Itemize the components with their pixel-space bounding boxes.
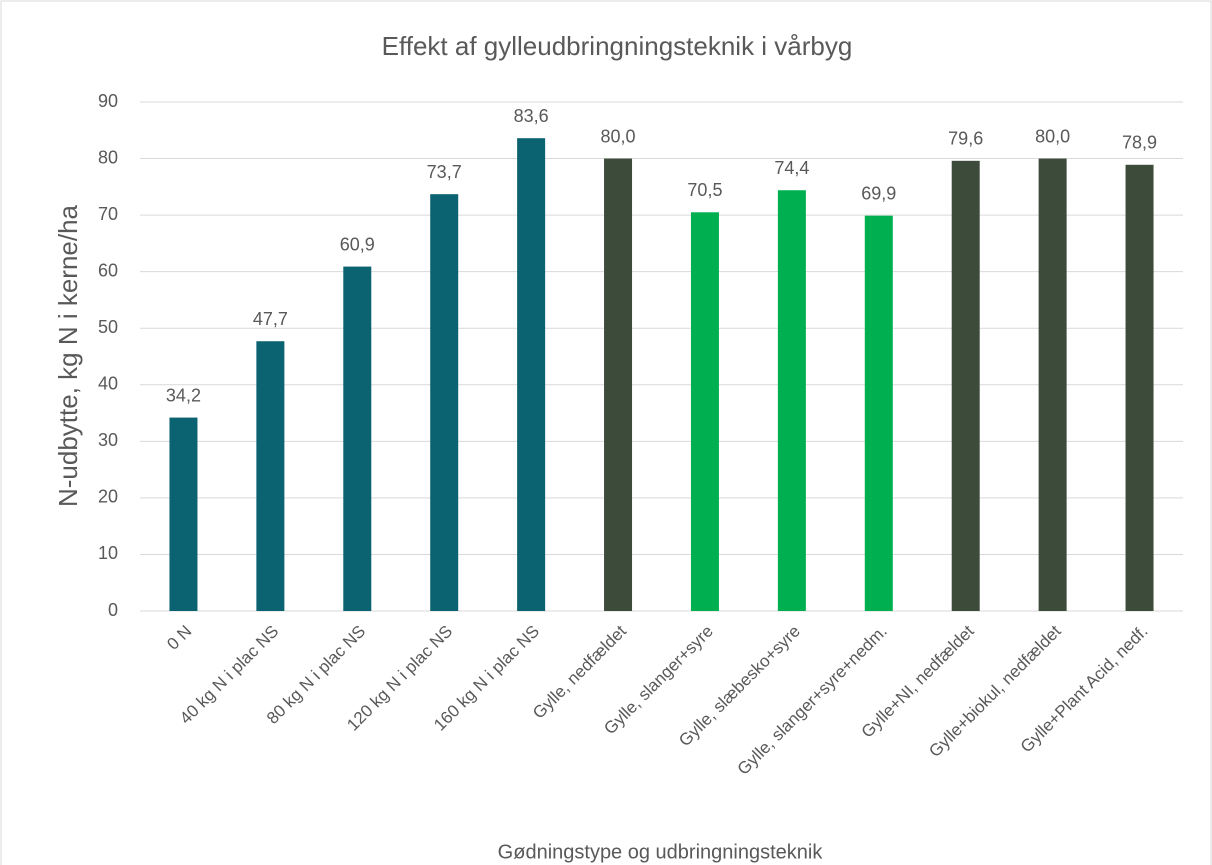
chart-title: Effekt af gylleudbringningsteknik i vårb… <box>382 31 853 61</box>
data-label: 47,7 <box>253 309 288 329</box>
bar <box>690 212 719 612</box>
bar <box>951 160 980 611</box>
data-label: 79,6 <box>948 129 983 149</box>
data-label: 74,4 <box>774 158 809 178</box>
bar <box>169 417 198 611</box>
y-tick-label: 0 <box>108 600 118 620</box>
bar <box>1125 164 1154 611</box>
data-label: 60,9 <box>340 234 375 254</box>
y-tick-label: 90 <box>98 91 118 111</box>
bar <box>430 194 459 612</box>
data-label: 78,9 <box>1122 133 1157 153</box>
data-label: 73,7 <box>427 162 462 182</box>
data-label: 83,6 <box>514 106 549 126</box>
y-tick-label: 60 <box>98 260 118 280</box>
y-tick-label: 40 <box>98 374 118 394</box>
y-tick-label: 80 <box>98 147 118 167</box>
y-tick-label: 20 <box>98 487 118 507</box>
bar <box>343 266 372 611</box>
data-label: 70,5 <box>687 180 722 200</box>
y-tick-label: 10 <box>98 543 118 563</box>
bar <box>777 190 806 611</box>
y-tick-label: 70 <box>98 204 118 224</box>
data-label: 34,2 <box>166 385 201 405</box>
data-label: 69,9 <box>861 183 896 203</box>
bar <box>256 341 285 611</box>
bar <box>604 158 633 612</box>
y-tick-label: 50 <box>98 317 118 337</box>
y-tick-label: 30 <box>98 430 118 450</box>
x-axis-title: Gødningstype og udbringningsteknik <box>498 841 824 863</box>
bar <box>864 215 893 611</box>
bar <box>1038 158 1067 612</box>
y-axis-title: N-udbytte, kg N i kerne/ha <box>53 204 83 507</box>
bar <box>517 138 546 611</box>
data-label: 80,0 <box>1035 126 1070 146</box>
data-label: 80,0 <box>601 126 636 146</box>
